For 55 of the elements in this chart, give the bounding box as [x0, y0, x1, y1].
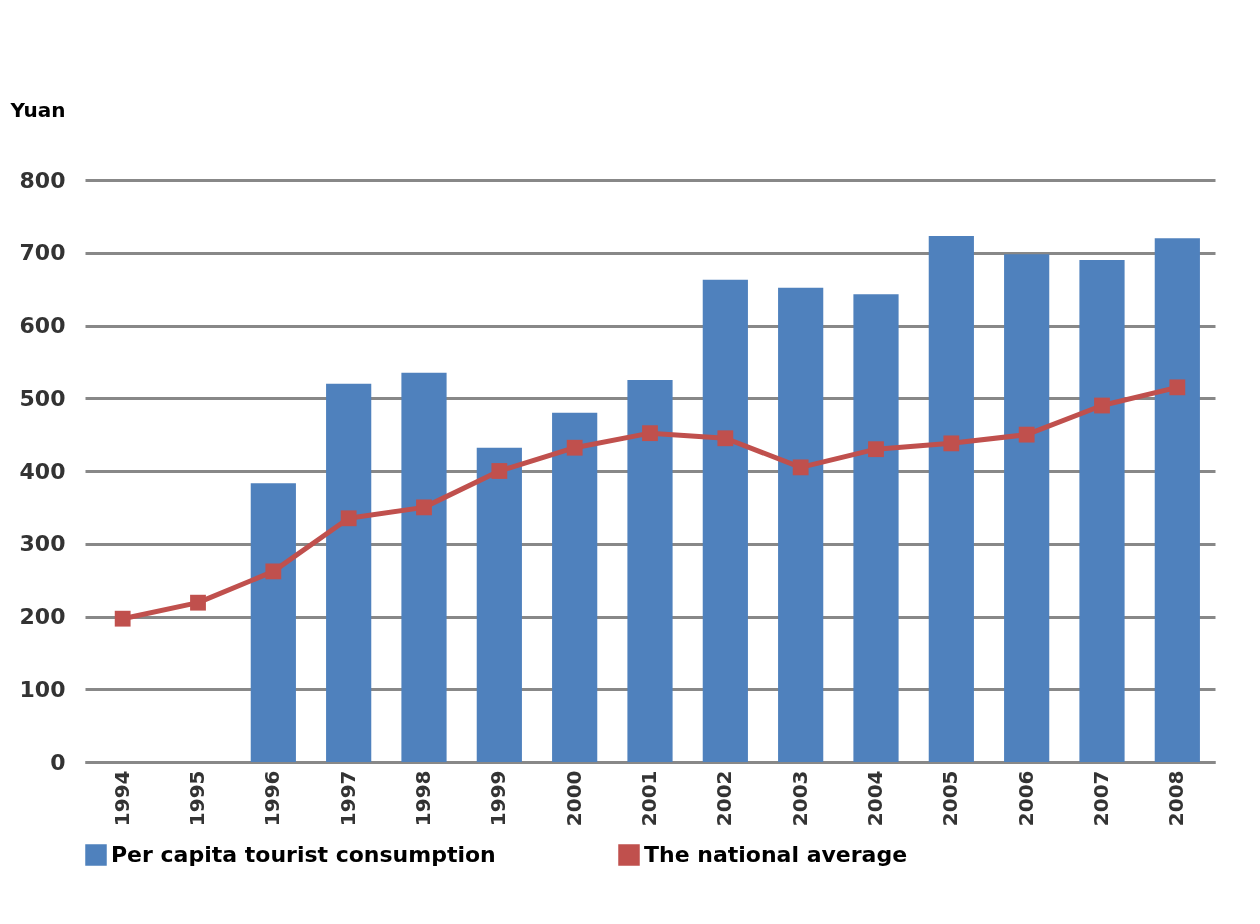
point [642, 425, 658, 442]
y-tick-label: 800 [19, 167, 66, 193]
y-axis-title: Yuan [9, 97, 66, 122]
point [868, 441, 884, 458]
bar [250, 483, 296, 762]
legend-label: Per capita tourist consumption [111, 842, 496, 867]
bar [1154, 238, 1200, 762]
bar [1004, 254, 1050, 762]
x-tick-label: 1999 [486, 770, 511, 827]
bar [1079, 260, 1125, 762]
x-tick-label: 2003 [787, 770, 812, 827]
bar [552, 412, 598, 762]
point [265, 563, 282, 580]
y-tick-label: 200 [19, 604, 66, 629]
x-tick-label: 1995 [185, 770, 209, 827]
y-tick-label: 0 [50, 749, 66, 775]
bar [401, 372, 447, 762]
point [1018, 426, 1035, 443]
x-tick-label: 2008 [1164, 770, 1189, 827]
y-tick-label: 600 [19, 313, 66, 338]
bar [778, 287, 824, 762]
point [491, 463, 508, 479]
y-tick-label: 500 [19, 385, 66, 411]
point [792, 459, 809, 476]
x-tick-label: 2001 [637, 770, 661, 827]
x-tick-label: 1994 [109, 770, 134, 827]
bar [627, 380, 673, 762]
x-tick-label: 2007 [1089, 770, 1113, 827]
point [943, 435, 960, 452]
bar [326, 383, 372, 762]
bar [853, 294, 899, 762]
point [1094, 397, 1110, 414]
x-tick-label: 2000 [561, 770, 586, 827]
point [190, 594, 206, 611]
x-tick-label: 2004 [863, 770, 887, 827]
point [1169, 379, 1186, 396]
x-tick-label: 1996 [260, 770, 285, 827]
y-tick-label: 700 [19, 240, 66, 266]
y-tick-label: 400 [19, 458, 66, 484]
point [566, 439, 583, 456]
y-tick-label: 300 [19, 531, 66, 557]
x-tick-label: 1997 [335, 770, 360, 827]
x-tick-label: 2005 [938, 770, 963, 827]
x-tick-label: 2002 [712, 770, 737, 827]
point [416, 499, 432, 516]
y-tick-label: 100 [19, 676, 66, 702]
x-tick-label: 1998 [411, 770, 435, 827]
point [114, 610, 131, 627]
point [717, 430, 734, 447]
x-tick-label: 2006 [1013, 770, 1038, 827]
legend-label: The national average [644, 842, 908, 867]
bar [928, 236, 974, 762]
point [340, 510, 357, 527]
bar [702, 279, 748, 762]
bar [476, 447, 522, 762]
